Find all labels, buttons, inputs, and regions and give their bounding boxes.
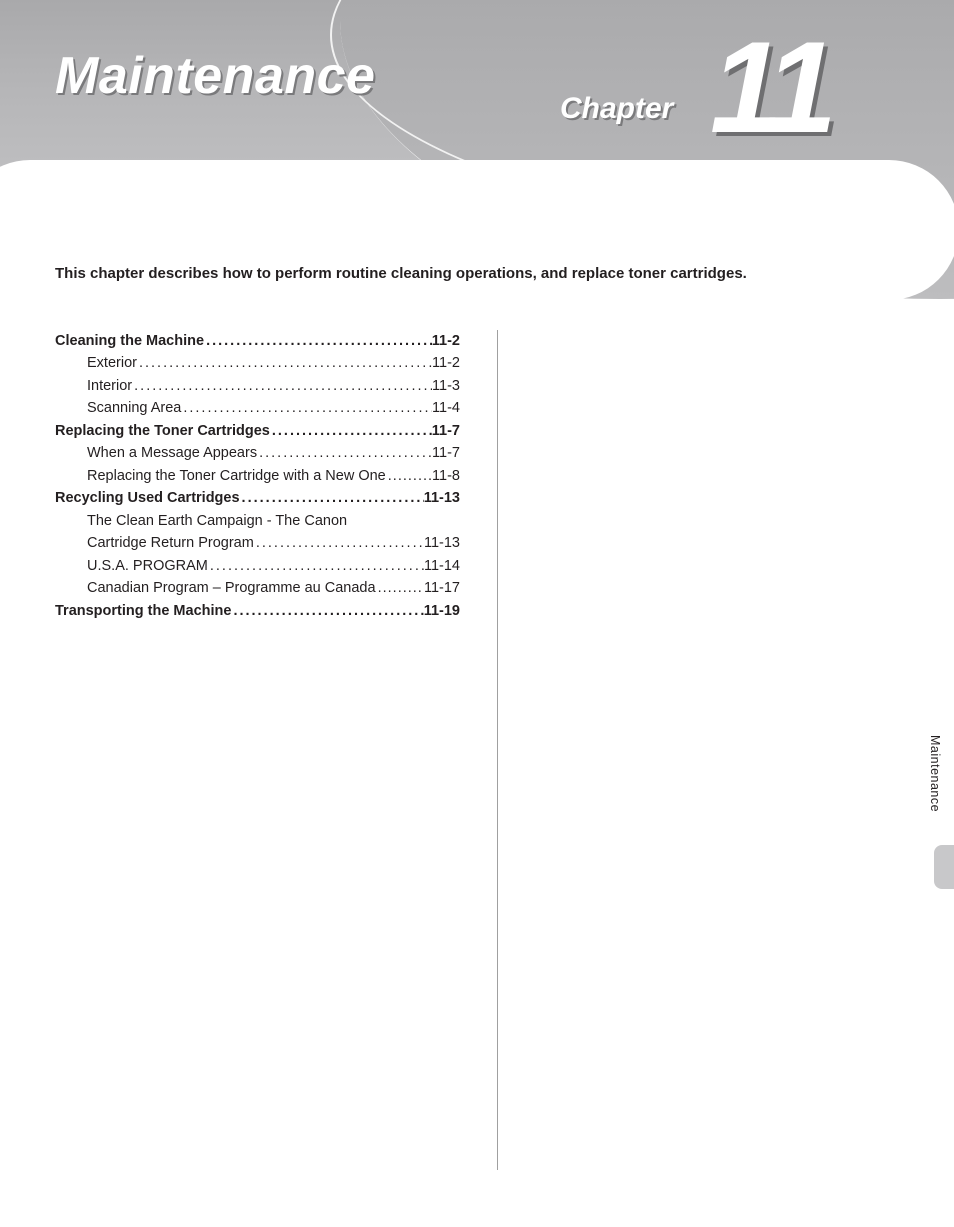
toc-label: Replacing the Toner Cartridges <box>55 420 270 442</box>
toc-label: Transporting the Machine <box>55 600 231 622</box>
page-root: Maintenance Chapter 11 This chapter desc… <box>0 0 954 1227</box>
toc-entry: Cartridge Return Program11-13 <box>55 532 460 554</box>
toc-label: Exterior <box>87 352 137 374</box>
toc-label: Interior <box>87 375 132 397</box>
toc-label: U.S.A. PROGRAM <box>87 555 208 577</box>
toc-label: Replacing the Toner Cartridge with a New… <box>87 465 386 487</box>
chapter-label: Chapter <box>560 92 673 126</box>
toc-page: 11-14 <box>424 555 460 577</box>
toc-label: Recycling Used Cartridges <box>55 487 240 509</box>
toc-page: 11-19 <box>424 600 460 622</box>
toc-label: When a Message Appears <box>87 442 257 464</box>
chapter-intro: This chapter describes how to perform ro… <box>55 265 894 282</box>
column-divider <box>497 330 498 1170</box>
toc-entry: Cleaning the Machine 11-2 <box>55 330 460 352</box>
chapter-title: Maintenance <box>55 46 375 106</box>
toc-entry: Canadian Program – Programme au Canada..… <box>55 577 460 599</box>
toc-entry: When a Message Appears 11-7 <box>55 442 460 464</box>
toc-page: 11-2 <box>432 330 460 352</box>
toc-page: 11-2 <box>432 352 460 374</box>
toc-page: 11-3 <box>432 375 460 397</box>
toc-page: 11-7 <box>432 442 460 464</box>
toc-entry: Recycling Used Cartridges 11-13 <box>55 487 460 509</box>
side-tab-block <box>934 845 954 889</box>
chapter-number: 11 <box>710 22 829 152</box>
toc-page: 11-8 <box>432 465 460 487</box>
toc-label: Canadian Program – Programme au Canada <box>87 577 376 599</box>
toc-entry: Scanning Area 11-4 <box>55 397 460 419</box>
toc-page: 11-4 <box>432 397 460 419</box>
toc-entry: Interior 11-3 <box>55 375 460 397</box>
toc-entry: Replacing the Toner Cartridges 11-7 <box>55 420 460 442</box>
toc-entry: Replacing the Toner Cartridge with a New… <box>55 465 460 487</box>
side-tab-label: Maintenance <box>928 735 942 812</box>
table-of-contents: Cleaning the Machine11-2Exterior11-2Inte… <box>55 330 460 622</box>
side-tab: Maintenance <box>928 735 954 890</box>
toc-entry: The Clean Earth Campaign - The Canon <box>55 510 460 532</box>
toc-page: 11-17 <box>424 577 460 599</box>
toc-label: Cleaning the Machine <box>55 330 204 352</box>
toc-page: 11-13 <box>424 487 460 509</box>
toc-label: Scanning Area <box>87 397 181 419</box>
toc-page: 11-7 <box>432 420 460 442</box>
toc-entry: Transporting the Machine 11-19 <box>55 600 460 622</box>
toc-entry: Exterior 11-2 <box>55 352 460 374</box>
toc-entry: U.S.A. PROGRAM 11-14 <box>55 555 460 577</box>
